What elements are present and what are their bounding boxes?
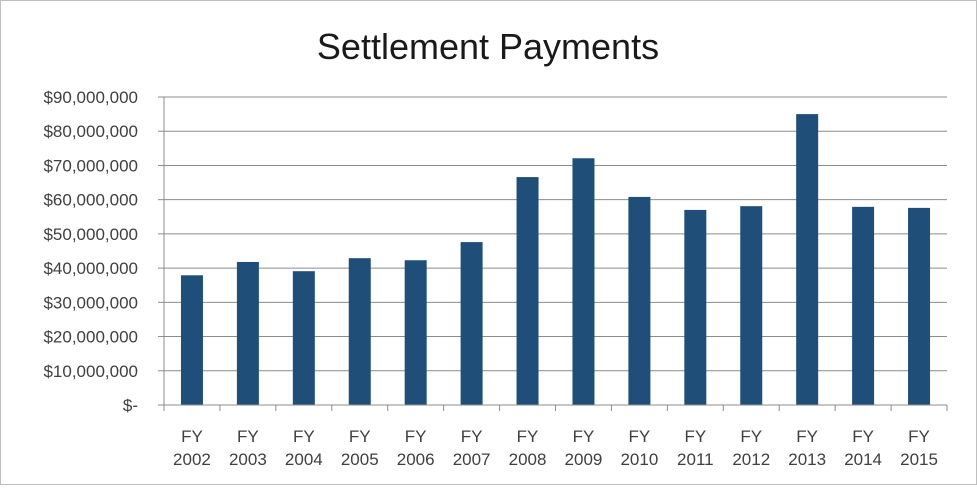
x-tick-label: FY bbox=[181, 427, 203, 446]
x-tick-label: FY bbox=[349, 427, 371, 446]
gridlines bbox=[164, 96, 947, 372]
x-tick-label: 2002 bbox=[173, 450, 211, 469]
bar bbox=[516, 177, 539, 405]
bar bbox=[292, 271, 315, 405]
bar bbox=[740, 206, 763, 405]
x-tick-label: FY bbox=[740, 427, 762, 446]
y-tick-label: $40,000,000 bbox=[43, 259, 138, 278]
x-tick-label: 2004 bbox=[285, 450, 323, 469]
x-tick-label: FY bbox=[461, 427, 483, 446]
x-tick-label: FY bbox=[852, 427, 874, 446]
x-tick-label: 2012 bbox=[732, 450, 770, 469]
y-tick-label: $- bbox=[123, 396, 138, 415]
x-tick-label: FY bbox=[908, 427, 930, 446]
x-tick-label: 2009 bbox=[565, 450, 603, 469]
x-tick-label: 2008 bbox=[509, 450, 547, 469]
x-tick-label: FY bbox=[405, 427, 427, 446]
x-tick-label: 2015 bbox=[900, 450, 938, 469]
x-tick-label: FY bbox=[293, 427, 315, 446]
bar bbox=[684, 209, 707, 405]
x-axis-tick-labels: FY 2002 FY 2003 FY 2004 FY 2005 FY 2006 FY 2007 FY 20… bbox=[163, 405, 948, 469]
x-tick-label: 2010 bbox=[620, 450, 658, 469]
x-tick-label: FY bbox=[573, 427, 595, 446]
x-tick-label: FY bbox=[684, 427, 706, 446]
y-tick-label: $90,000,000 bbox=[43, 88, 138, 107]
bar bbox=[180, 275, 203, 405]
x-tick-label: FY bbox=[517, 427, 539, 446]
bar bbox=[796, 114, 819, 405]
bar bbox=[460, 242, 483, 405]
bar bbox=[852, 206, 875, 405]
x-tick-label: 2003 bbox=[229, 450, 267, 469]
x-tick-label: 2007 bbox=[453, 450, 491, 469]
y-tick-label: $30,000,000 bbox=[43, 293, 138, 312]
x-tick-label: 2013 bbox=[788, 450, 826, 469]
y-tick-label: $60,000,000 bbox=[43, 191, 138, 210]
axes bbox=[163, 97, 947, 406]
x-tick-label: 2014 bbox=[844, 450, 882, 469]
bar bbox=[404, 260, 427, 405]
y-tick-label: $80,000,000 bbox=[43, 122, 138, 141]
x-tick-label: FY bbox=[629, 427, 651, 446]
y-tick-label: $10,000,000 bbox=[43, 362, 138, 381]
chart-title: Settlement Payments bbox=[317, 26, 659, 67]
bar bbox=[908, 207, 931, 405]
y-tick-label: $50,000,000 bbox=[43, 225, 138, 244]
bar bbox=[236, 261, 259, 405]
y-tick-label: $70,000,000 bbox=[43, 156, 138, 175]
bar bbox=[348, 258, 371, 405]
x-tick-label: 2011 bbox=[677, 450, 714, 469]
y-axis-tick-labels: $- $10,000,000 $20,000,000 $30,000,000 $40,0… bbox=[43, 88, 164, 415]
x-tick-label: 2005 bbox=[341, 450, 379, 469]
y-tick-label: $20,000,000 bbox=[43, 328, 138, 347]
x-tick-label: FY bbox=[237, 427, 259, 446]
bars bbox=[180, 114, 931, 405]
bar bbox=[628, 196, 651, 405]
x-tick-label: 2006 bbox=[397, 450, 435, 469]
x-tick-label: FY bbox=[796, 427, 818, 446]
bar bbox=[572, 158, 595, 405]
